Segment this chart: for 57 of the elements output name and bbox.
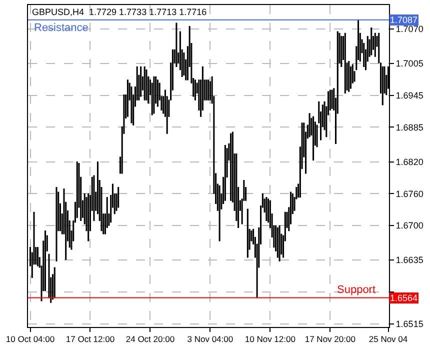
candlestick	[316, 124, 318, 148]
candlestick	[130, 86, 132, 124]
candlestick	[370, 28, 372, 56]
y-tick-label: 1.7005	[396, 58, 424, 69]
candlestick	[246, 208, 248, 258]
candlestick	[153, 76, 155, 114]
x-tick-label: 24 Oct 20:00	[126, 334, 175, 344]
candlestick	[312, 116, 314, 160]
annotation: 1.6564	[390, 293, 418, 303]
candlestick	[54, 267, 56, 298]
candlestick	[36, 247, 39, 266]
candlestick	[156, 80, 158, 107]
x-tick-label: 10 Nov 12:00	[244, 334, 296, 344]
y-tick-label: 1.6700	[396, 220, 424, 231]
y-tick-label: 1.6885	[396, 122, 424, 132]
candlestick	[230, 133, 232, 201]
annotation: 1.7087	[390, 15, 418, 25]
y-tick-label: 1.7070	[396, 24, 424, 34]
y-tick-label: 1.6945	[396, 90, 424, 100]
candlestick	[146, 70, 148, 100]
candlestick	[56, 186, 58, 262]
candlestick	[331, 90, 333, 109]
x-tick-label: 25 Nov 04	[368, 334, 408, 344]
candlestick	[344, 32, 346, 94]
chart-title: GBPUSD,H4 1.7729 1.7733 1.7713 1.7716	[32, 7, 207, 17]
candlestick	[266, 197, 268, 222]
candlestick	[118, 186, 120, 208]
candlestick	[278, 225, 280, 262]
candlestick	[144, 66, 146, 100]
ref-line-label: Resistance	[34, 22, 88, 34]
candlestick	[276, 227, 278, 258]
y-tick-label: 1.6820	[396, 156, 424, 167]
candlestick	[308, 113, 310, 138]
x-tick-label: 17 Oct 12:00	[66, 334, 115, 344]
candlestick	[340, 36, 342, 67]
y-tick-label: 1.6760	[396, 188, 424, 199]
y-tick-label: 1.6635	[396, 255, 424, 266]
candlestick	[126, 80, 128, 117]
candlestick	[374, 32, 376, 57]
candlestick	[44, 230, 46, 292]
candlestick	[363, 42, 365, 67]
x-tick-label: 17 Nov 20:00	[304, 334, 356, 344]
candlestick	[208, 80, 210, 100]
y-tick-label: 1.6515	[396, 318, 424, 329]
candlestick	[176, 22, 178, 67]
candlestick	[382, 66, 384, 106]
candlestick	[218, 185, 220, 242]
x-tick-label: 3 Nov 04:00	[187, 334, 234, 344]
candlestick	[88, 193, 90, 242]
ref-line-label: Support	[337, 284, 376, 296]
candlestick	[348, 61, 350, 92]
x-tick-label: 10 Oct 04:00	[6, 334, 55, 344]
candlestick	[194, 80, 196, 100]
candlestick	[140, 66, 142, 97]
candlestick	[224, 144, 226, 201]
candlestick	[206, 80, 208, 100]
candlestick	[93, 175, 95, 222]
